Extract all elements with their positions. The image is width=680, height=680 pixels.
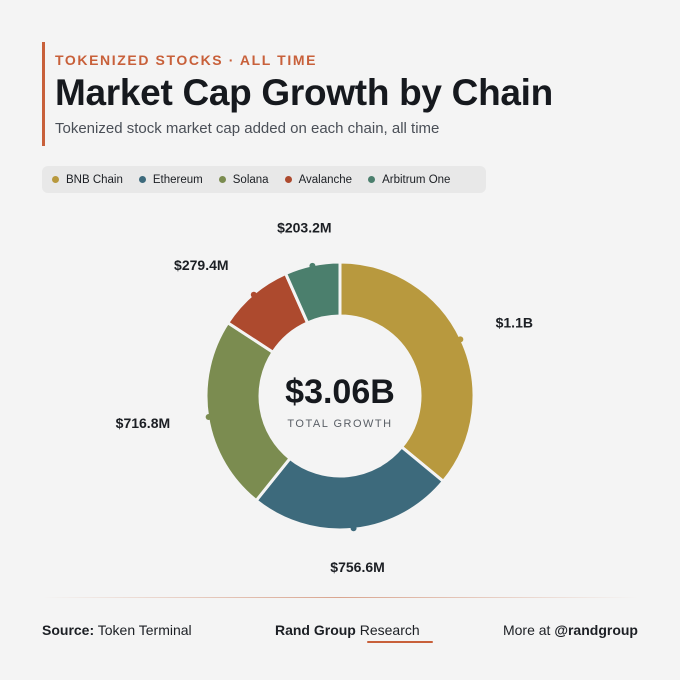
page-title: Market Cap Growth by Chain — [55, 72, 553, 113]
brand-underline — [366, 641, 433, 643]
legend-swatch — [138, 176, 146, 183]
donut-chart: $1.1B $756.6M $716.8M $279.4M $203.2M $3.06B… — [116, 220, 533, 575]
legend-item: Ethereum — [138, 173, 203, 186]
center-total-value: $3.06B — [285, 373, 395, 411]
legend-label: Ethereum — [152, 173, 203, 186]
legend-label: Arbitrum One — [382, 173, 451, 186]
center-total-label: TOTAL GROWTH — [287, 418, 392, 430]
donut-slice — [338, 260, 476, 484]
kicker: TOKENIZED STOCKS · ALL TIME — [55, 52, 318, 68]
brand-name: Rand Group — [274, 622, 356, 638]
footer: Source: Token Terminal Rand Group Resear… — [42, 622, 638, 643]
header: TOKENIZED STOCKS · ALL TIME Market Cap G… — [42, 42, 553, 146]
chart-legend: BNB Chain Ethereum Solana Avalanche Arbitrum… — [42, 166, 486, 193]
legend-item: Avalanche — [284, 173, 353, 186]
legend-swatch — [284, 176, 292, 183]
footer-divider — [42, 597, 638, 598]
legend-swatch — [218, 176, 226, 183]
slice-value-label: $756.6M — [330, 559, 384, 575]
legend-label: Solana — [232, 173, 269, 186]
legend-swatch — [52, 176, 59, 183]
donut-slice — [283, 260, 342, 325]
slice-marker — [309, 262, 316, 269]
legend-item: BNB Chain — [52, 174, 123, 186]
donut-slice — [204, 320, 293, 503]
slice-value-label: $203.2M — [277, 220, 331, 236]
brand: Rand Group Research — [274, 622, 433, 643]
more-at: More at @randgroup — [503, 622, 638, 638]
slice-value-label: $279.4M — [174, 257, 228, 273]
slice-marker — [350, 525, 357, 532]
source-label: Source: — [42, 622, 95, 638]
legend-item: Solana — [218, 173, 269, 186]
legend-label: Avalanche — [298, 173, 353, 186]
slice-marker — [250, 291, 257, 298]
brand-suffix: Research — [359, 622, 420, 638]
twitter-handle[interactable]: @randgroup — [554, 622, 638, 638]
legend-item: Arbitrum One — [368, 174, 450, 186]
more-label: More at — [502, 622, 551, 638]
legend-swatch — [368, 176, 376, 183]
page-subtitle: Tokenized stock market cap added on each… — [55, 120, 440, 137]
source: Source: Token Terminal — [42, 622, 192, 638]
slice-marker — [457, 336, 464, 343]
donut-slice — [254, 444, 446, 532]
slice-marker — [205, 413, 212, 420]
legend-label: BNB Chain — [66, 173, 123, 186]
slice-value-label: $716.8M — [116, 415, 170, 431]
source-value: Token Terminal — [97, 622, 192, 638]
slice-value-label: $1.1B — [496, 315, 533, 331]
